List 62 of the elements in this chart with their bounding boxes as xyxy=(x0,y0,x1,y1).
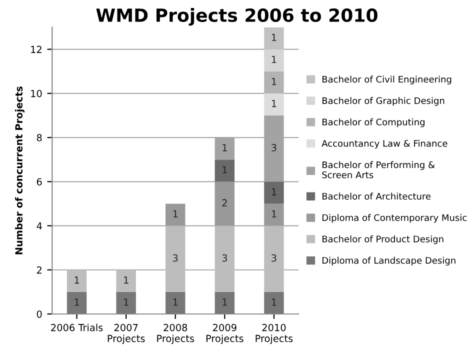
data-label: 1 xyxy=(272,100,276,108)
y-tick-label: 0 xyxy=(36,310,42,318)
x-tick-label: 2007 Projects xyxy=(108,324,145,344)
legend-label: Bachelor of Computing xyxy=(322,118,425,128)
y-axis-title: Number of concurrent Projects xyxy=(15,86,24,254)
data-label: 1 xyxy=(272,188,276,196)
bar xyxy=(214,160,235,182)
data-label: 1 xyxy=(222,144,227,152)
data-label: 3 xyxy=(272,254,276,262)
legend-label: Diploma of Landscape Design xyxy=(322,256,456,266)
data-label: 1 xyxy=(124,298,128,306)
bar xyxy=(214,226,235,292)
x-tick-label: 2010 Projects xyxy=(256,324,293,344)
y-tick-label: 6 xyxy=(36,178,42,186)
x-tick-label: 2008 Projects xyxy=(157,324,194,344)
data-label: 3 xyxy=(222,254,227,262)
bar xyxy=(166,292,186,314)
bar xyxy=(264,49,284,72)
y-tick-label: 4 xyxy=(36,222,42,230)
data-label: 1 xyxy=(173,298,178,306)
data-label: 1 xyxy=(272,56,276,63)
bar xyxy=(66,270,87,292)
legend-label: Accountancy Law & Finance xyxy=(322,140,448,149)
data-label: 1 xyxy=(222,298,227,306)
bar xyxy=(264,204,284,226)
data-label: 1 xyxy=(272,210,276,218)
bar xyxy=(264,93,284,116)
data-label: 1 xyxy=(124,276,128,284)
bar xyxy=(116,270,136,292)
data-label: 3 xyxy=(173,254,178,262)
legend-label: Diploma of Contemporary Music xyxy=(322,214,467,223)
bar xyxy=(214,292,235,314)
data-label: 1 xyxy=(272,298,276,306)
data-label: 1 xyxy=(74,276,79,284)
y-tick-label: 10 xyxy=(31,90,42,98)
legend-label: Bachelor of Product Design xyxy=(322,235,444,244)
legend-label: Bachelor of Architecture xyxy=(322,192,431,200)
data-label: 2 xyxy=(222,199,227,206)
legend-label: Bachelor of Civil Engineering xyxy=(322,76,452,84)
data-label: 1 xyxy=(272,78,276,86)
legend-label: Bachelor of Performing & Screen Arts xyxy=(322,161,435,178)
data-label: 1 xyxy=(222,166,227,174)
bar xyxy=(116,292,136,314)
bar xyxy=(214,182,235,226)
bar xyxy=(264,27,284,50)
y-tick-label: 2 xyxy=(36,266,42,274)
legend-label: Bachelor of Graphic Design xyxy=(322,97,444,106)
bar xyxy=(264,292,284,314)
bar xyxy=(166,204,186,226)
bar xyxy=(264,182,284,204)
data-label: 1 xyxy=(272,34,276,41)
x-tick-label: 2009 Projects xyxy=(206,324,244,344)
x-tick-label: 2006 Trials xyxy=(51,324,103,332)
bar xyxy=(264,226,284,292)
y-tick-label: 8 xyxy=(36,134,42,142)
data-label: 1 xyxy=(74,298,79,306)
data-label: 3 xyxy=(272,144,276,152)
y-tick-label: 12 xyxy=(31,46,42,53)
bar xyxy=(66,292,87,314)
chart-title: WMD Projects 2006 to 2010 xyxy=(96,8,378,26)
bar xyxy=(166,226,186,292)
data-label: 1 xyxy=(173,210,178,218)
